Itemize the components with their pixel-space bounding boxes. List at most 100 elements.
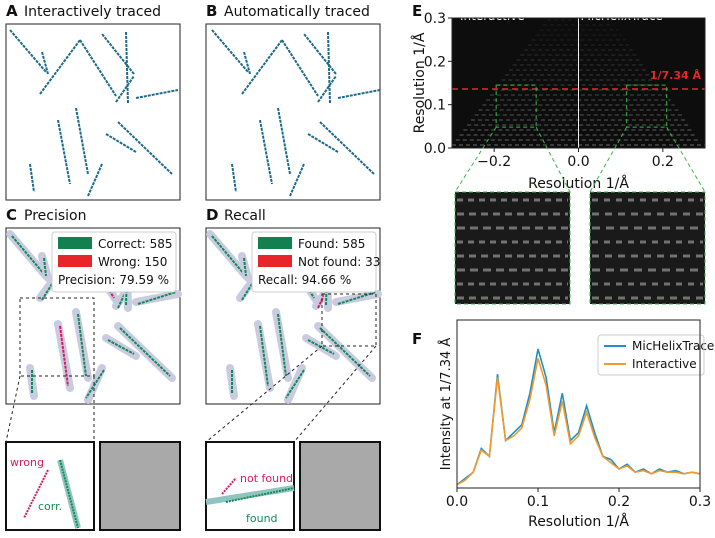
panel-letter: A xyxy=(6,2,18,20)
trace xyxy=(231,163,237,193)
panel-letter: F xyxy=(412,330,422,348)
mask xyxy=(72,308,92,382)
correct-trace xyxy=(11,235,45,275)
frame xyxy=(205,227,381,405)
correct-trace xyxy=(43,257,47,277)
frame xyxy=(5,227,181,405)
panel-letter: C xyxy=(6,206,17,224)
zoom-link xyxy=(293,345,377,443)
x-tick-label: 0.3 xyxy=(689,494,711,510)
inset-label: corr. xyxy=(38,500,62,513)
panel-a: A Interactively traced xyxy=(5,2,181,201)
frame xyxy=(456,319,701,489)
legend-box xyxy=(597,334,705,376)
mask xyxy=(332,290,382,306)
overlay: Correct: 585 Wrong: 150 Precision: 79.59 %… xyxy=(5,231,381,531)
image-label: MicHelixTrace xyxy=(581,9,663,23)
y-tick-label: 0.2 xyxy=(424,54,446,70)
inset-trace xyxy=(221,477,237,495)
zoom-link xyxy=(454,126,497,193)
trace xyxy=(39,39,81,95)
x-tick-label: 0.2 xyxy=(652,154,674,170)
trace xyxy=(317,75,337,103)
panel-title: Interactively traced xyxy=(24,4,161,20)
magnified-inset xyxy=(454,191,571,305)
correct-trace xyxy=(85,369,105,399)
wrong-trace xyxy=(59,325,69,387)
correct-trace xyxy=(277,313,287,377)
trace xyxy=(281,39,319,97)
zoom-link xyxy=(666,126,706,193)
zoom-region xyxy=(321,293,377,347)
panel-title: Automatically traced xyxy=(224,4,370,20)
legend-text: MicHelixTrace xyxy=(632,339,714,353)
correct-trace xyxy=(285,369,305,399)
x-tick-label: 0.0 xyxy=(446,494,468,510)
trace xyxy=(87,163,103,197)
trace xyxy=(303,33,337,75)
trace xyxy=(125,31,129,105)
micrograph xyxy=(299,441,381,531)
zoom-region xyxy=(19,297,95,377)
resolution-label: 1/7.34 Å xyxy=(650,69,702,82)
legend-text: Precision: 79.59 % xyxy=(58,273,169,287)
trace xyxy=(319,121,375,175)
panel-letter: D xyxy=(206,206,218,224)
trace xyxy=(115,75,135,103)
trace xyxy=(75,107,89,175)
legend-text: Found: 585 xyxy=(298,237,365,251)
legend-swatch xyxy=(258,237,292,249)
x-axis-label: Resolution 1/Å xyxy=(528,175,629,192)
inset xyxy=(205,441,295,531)
correct-trace xyxy=(337,291,377,305)
trace xyxy=(117,121,173,175)
inset xyxy=(5,441,95,531)
trace xyxy=(211,29,249,73)
legend-swatch xyxy=(58,237,92,249)
y-axis-label: Intensity at 1/7.34 Å xyxy=(438,338,454,471)
panel-f: F MicHelixTrace Interactive 0.0 0.1 0.2 0.3 Res… xyxy=(412,319,714,530)
legend-text: Not found: 33 xyxy=(298,255,380,269)
correct-trace xyxy=(259,325,269,387)
mask xyxy=(132,290,182,306)
frame xyxy=(5,23,181,201)
legend-text: Correct: 585 xyxy=(98,237,173,251)
correct-trace xyxy=(77,313,87,377)
legend-text: Recall: 94.66 % xyxy=(258,273,351,287)
legend-swatch xyxy=(258,255,292,267)
micrograph xyxy=(99,441,181,531)
trace xyxy=(135,89,179,99)
zoom-link xyxy=(205,345,323,443)
trace xyxy=(289,163,305,197)
zoom-link xyxy=(589,126,628,193)
trace xyxy=(29,163,35,193)
correct-trace xyxy=(119,327,171,377)
panel-d: D Recall xyxy=(205,206,381,405)
zoom-link xyxy=(535,126,571,193)
trace xyxy=(101,33,135,75)
series-line xyxy=(456,358,701,486)
inset-trace xyxy=(225,487,295,503)
x-tick-label: −0.2 xyxy=(477,154,511,170)
magnified-inset xyxy=(589,191,706,305)
x-tick-label: 0.0 xyxy=(567,154,589,170)
trace xyxy=(259,119,273,185)
panel-letter: B xyxy=(206,2,217,20)
x-tick-label: 0.1 xyxy=(527,494,549,510)
panel-title: Recall xyxy=(224,208,266,224)
trace xyxy=(57,119,71,185)
y-tick-label: 0.1 xyxy=(424,98,446,114)
panel-title: Precision xyxy=(24,208,86,224)
trace xyxy=(105,133,137,153)
x-tick-label: 0.2 xyxy=(608,494,630,510)
correct-trace xyxy=(137,291,177,305)
trace xyxy=(327,31,331,105)
trace xyxy=(241,39,283,95)
panel-c: C Precision xyxy=(5,206,181,405)
trace xyxy=(337,89,381,99)
mask xyxy=(272,308,292,382)
inset-label: not found xyxy=(240,472,293,485)
y-tick-label: 0.0 xyxy=(424,141,446,157)
trace xyxy=(277,107,291,175)
